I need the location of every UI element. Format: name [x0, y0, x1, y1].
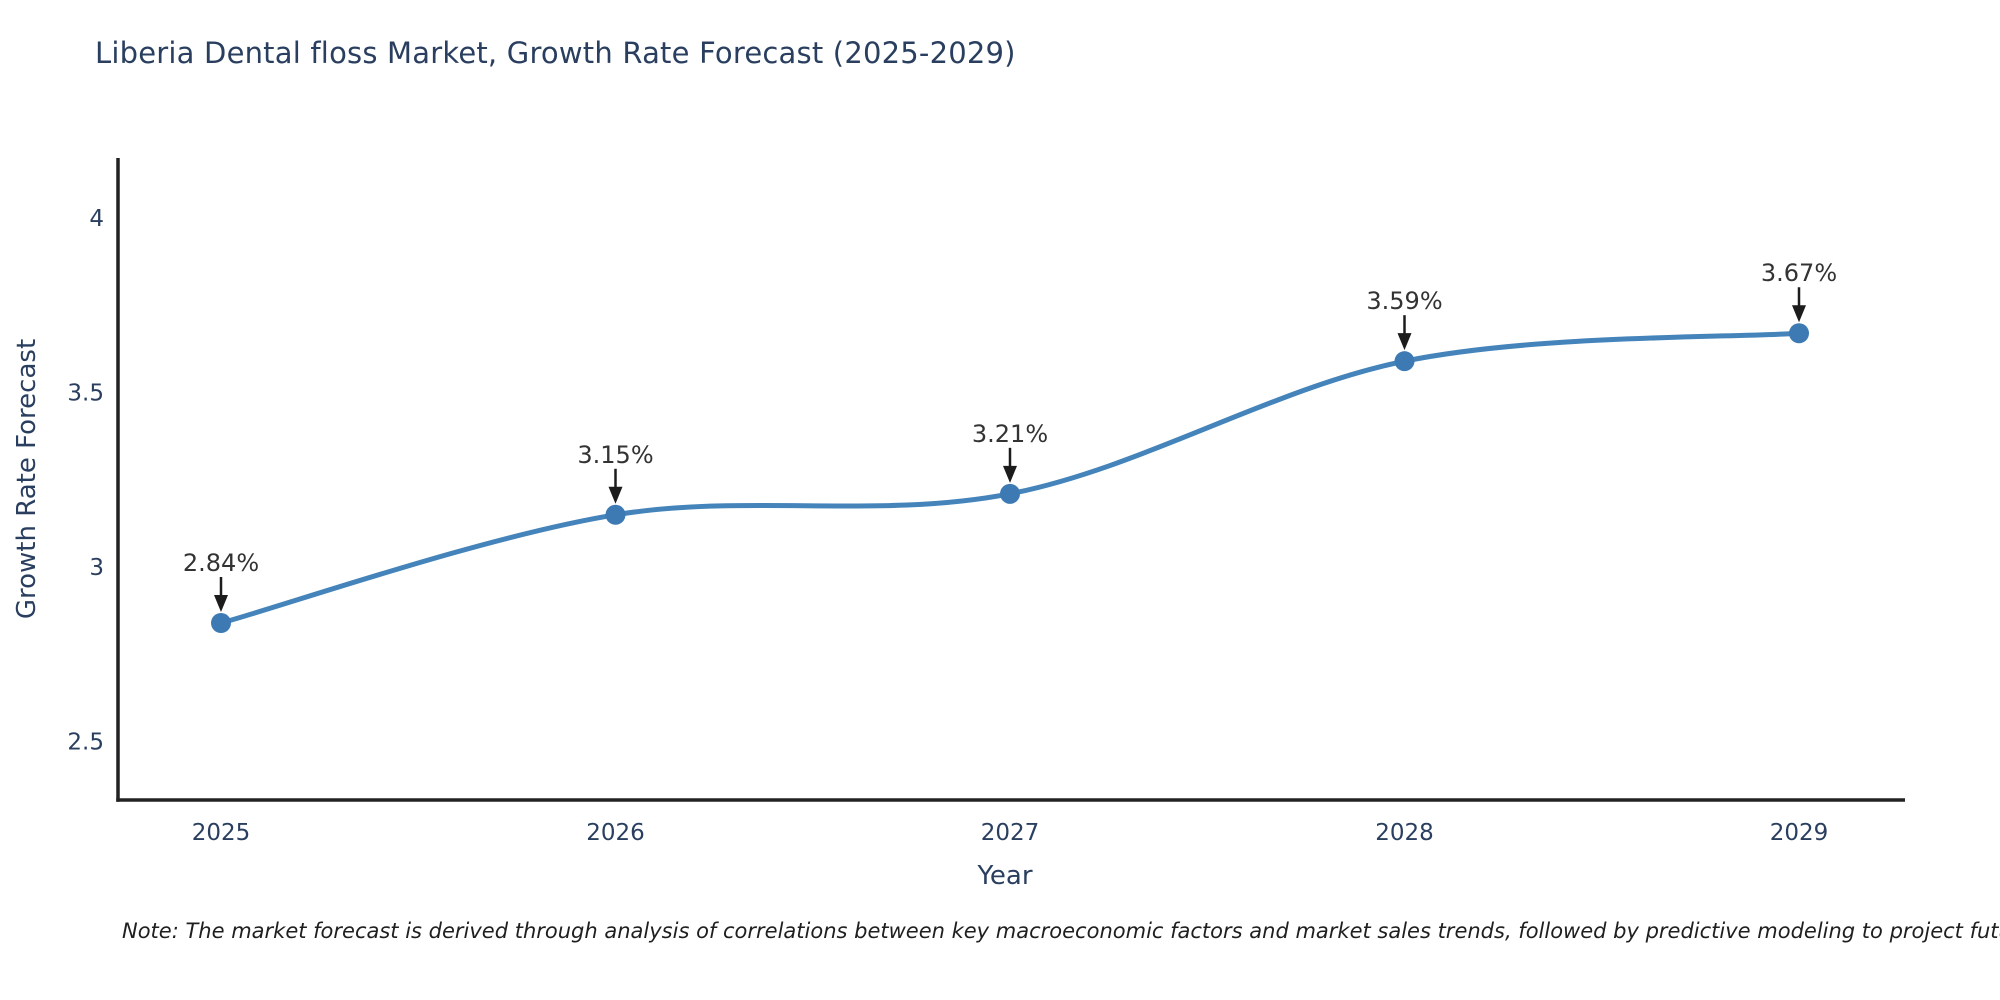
x-tick-label: 2028: [1375, 820, 1434, 846]
data-label: 3.15%: [577, 441, 653, 469]
footnote: Note: The market forecast is derived thr…: [122, 919, 2000, 943]
data-point-2029: [1789, 323, 1809, 344]
data-point-2025: [211, 613, 231, 634]
annotation-arrow-head: [1003, 465, 1017, 483]
y-tick-label: 3: [89, 555, 104, 581]
data-label: 3.67%: [1761, 259, 1837, 287]
data-point-2027: [1000, 483, 1020, 504]
y-axis-title: Growth Rate Forecast: [12, 338, 42, 620]
x-axis-title: Year: [977, 861, 1033, 891]
data-label: 3.21%: [972, 420, 1048, 448]
y-tick-label: 4: [89, 206, 104, 232]
x-tick-label: 2025: [192, 820, 251, 846]
annotation-arrow-head: [214, 595, 228, 613]
data-label: 3.59%: [1366, 287, 1442, 315]
annotation-arrow-head: [608, 486, 623, 504]
chart-title: Liberia Dental floss Market, Growth Rate…: [95, 36, 1016, 70]
data-point-2026: [605, 504, 626, 525]
x-tick-label: 2029: [1770, 820, 1829, 846]
x-tick-label: 2026: [586, 820, 645, 846]
y-tick-label: 3.5: [67, 381, 104, 407]
y-tick-label: 2.5: [67, 730, 104, 756]
x-tick-label: 2027: [981, 820, 1040, 846]
annotation-arrow-head: [1397, 333, 1412, 351]
data-point-2028: [1394, 351, 1415, 372]
data-label: 2.84%: [183, 549, 259, 577]
annotation-arrow-head: [1792, 305, 1806, 323]
